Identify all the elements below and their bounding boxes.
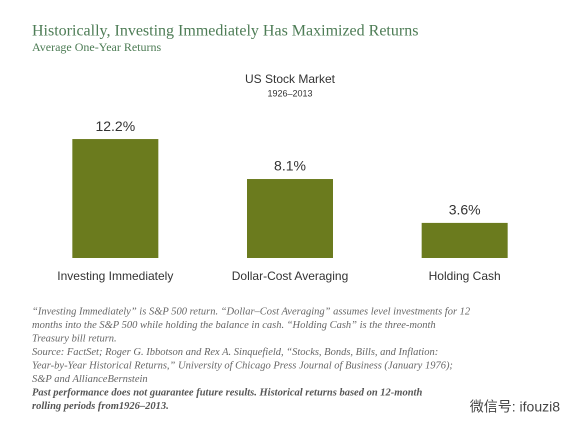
bar: [247, 179, 333, 258]
footnote: “Investing Immediately” is S&P 500 retur…: [32, 306, 471, 317]
footnote: Year-by-Year Historical Returns,” Univer…: [32, 360, 453, 371]
bar: [421, 222, 508, 258]
footnote: months into the S&P 500 while holding th…: [32, 320, 436, 331]
value-label: 12.2%: [95, 118, 135, 134]
watermark: 微信号: ifouzi8: [470, 399, 560, 415]
x-tick-label: Investing Immediately: [57, 269, 173, 283]
footnote: Source: FactSet; Roger G. Ibbotson and R…: [32, 347, 438, 358]
bar: [72, 139, 159, 258]
chart-title: Historically, Investing Immediately Has …: [32, 23, 418, 40]
plot-title: US Stock Market: [245, 72, 336, 86]
chart-subtitle: Average One-Year Returns: [32, 40, 162, 54]
disclaimer: rolling periods from1926–2013.: [32, 401, 169, 412]
x-tick-label: Holding Cash: [429, 269, 501, 283]
footnote: S&P and AllianceBernstein: [32, 374, 148, 385]
x-tick-label: Dollar-Cost Averaging: [232, 269, 349, 283]
disclaimer: Past performance does not guarantee futu…: [32, 387, 422, 398]
plot-subtitle: 1926–2013: [267, 88, 312, 98]
footnote: Treasury bill return.: [32, 333, 117, 344]
value-label: 3.6%: [449, 202, 481, 218]
value-label: 8.1%: [274, 158, 306, 174]
